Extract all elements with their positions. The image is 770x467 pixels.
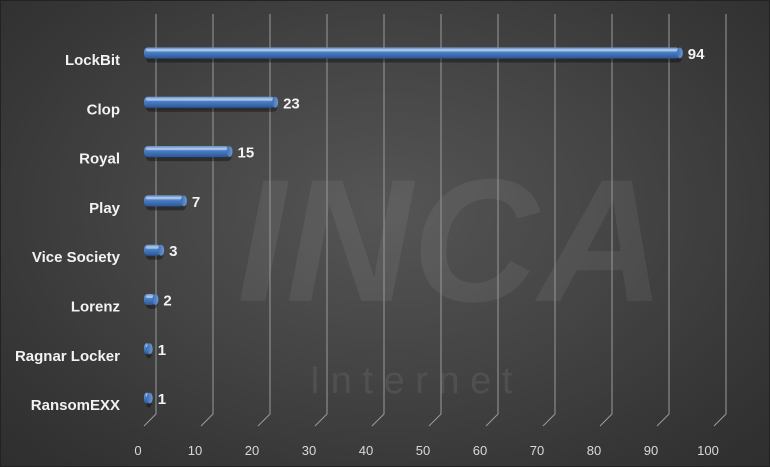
bar-end-cap: [146, 392, 153, 404]
bar-body: [144, 244, 162, 256]
data-label: 94: [688, 46, 705, 63]
bar-highlight: [146, 196, 182, 200]
bar-body: [144, 96, 276, 108]
bar-end-cap: [152, 294, 159, 305]
x-tick-label: 70: [530, 443, 544, 458]
bar-layer: [144, 47, 683, 408]
bar-body: [144, 47, 680, 59]
data-label: 15: [238, 145, 255, 162]
gridline: [143, 14, 157, 427]
category-label: Play: [89, 200, 121, 217]
bar-highlight: [146, 98, 274, 101]
category-label: Ragnar Locker: [15, 348, 120, 365]
x-tick-label: 80: [587, 443, 601, 458]
bar-body: [144, 294, 156, 305]
data-label: 3: [169, 243, 177, 260]
bar-vice-society: [144, 244, 165, 260]
gridline: [257, 14, 271, 427]
x-tick-label: 30: [302, 443, 316, 458]
gridline: [485, 14, 499, 427]
x-tick-label: 100: [697, 443, 719, 458]
bar-body: [144, 195, 184, 207]
category-label: LockBit: [65, 52, 120, 69]
x-tick-label: 40: [359, 443, 373, 458]
data-label: 1: [158, 342, 166, 359]
gridline: [428, 14, 442, 427]
category-label: Vice Society: [32, 249, 121, 266]
watermark-logo: INCA: [237, 144, 665, 339]
category-label: RansomEXX: [31, 397, 120, 414]
bar-end-cap: [146, 343, 153, 355]
gridline: [656, 14, 670, 427]
bar-ransomexx: [144, 392, 153, 408]
category-label: Clop: [87, 101, 120, 118]
bar-end-cap: [158, 244, 165, 256]
bar-highlight: [146, 295, 154, 298]
bar-lockbit: [144, 47, 683, 63]
gridline: [200, 14, 214, 427]
gridline: [314, 14, 328, 427]
x-tick-label: 20: [245, 443, 259, 458]
bar-royal: [144, 146, 233, 162]
data-label: 23: [283, 95, 300, 112]
bar-highlight: [146, 147, 228, 151]
category-label: Royal: [79, 151, 120, 168]
gridline: [371, 14, 385, 427]
bar-body: [144, 146, 230, 158]
bar-end-cap: [180, 195, 187, 207]
gridline: [599, 14, 613, 427]
category-label: Lorenz: [71, 299, 120, 316]
x-tick-label: 10: [188, 443, 202, 458]
bar-lorenz: [144, 294, 159, 309]
watermark-subtext: I n t e r n e t: [310, 360, 513, 402]
gridline: [713, 14, 727, 427]
data-label: 2: [163, 293, 171, 310]
x-tick-label: 0: [134, 443, 141, 458]
x-tick-label: 90: [644, 443, 658, 458]
bar-end-cap: [676, 47, 683, 59]
x-tick-label: 50: [416, 443, 430, 458]
bar-highlight: [146, 49, 678, 52]
data-label: 7: [192, 194, 200, 211]
bar-end-cap: [226, 146, 233, 158]
data-label: 1: [158, 391, 166, 408]
bar-highlight: [146, 246, 160, 249]
bar-clop: [144, 96, 279, 112]
x-tick-label: 60: [473, 443, 487, 458]
gridline: [542, 14, 556, 427]
bar-play: [144, 195, 187, 211]
bar-ragnar-locker: [144, 343, 153, 359]
bar-end-cap: [272, 96, 279, 108]
